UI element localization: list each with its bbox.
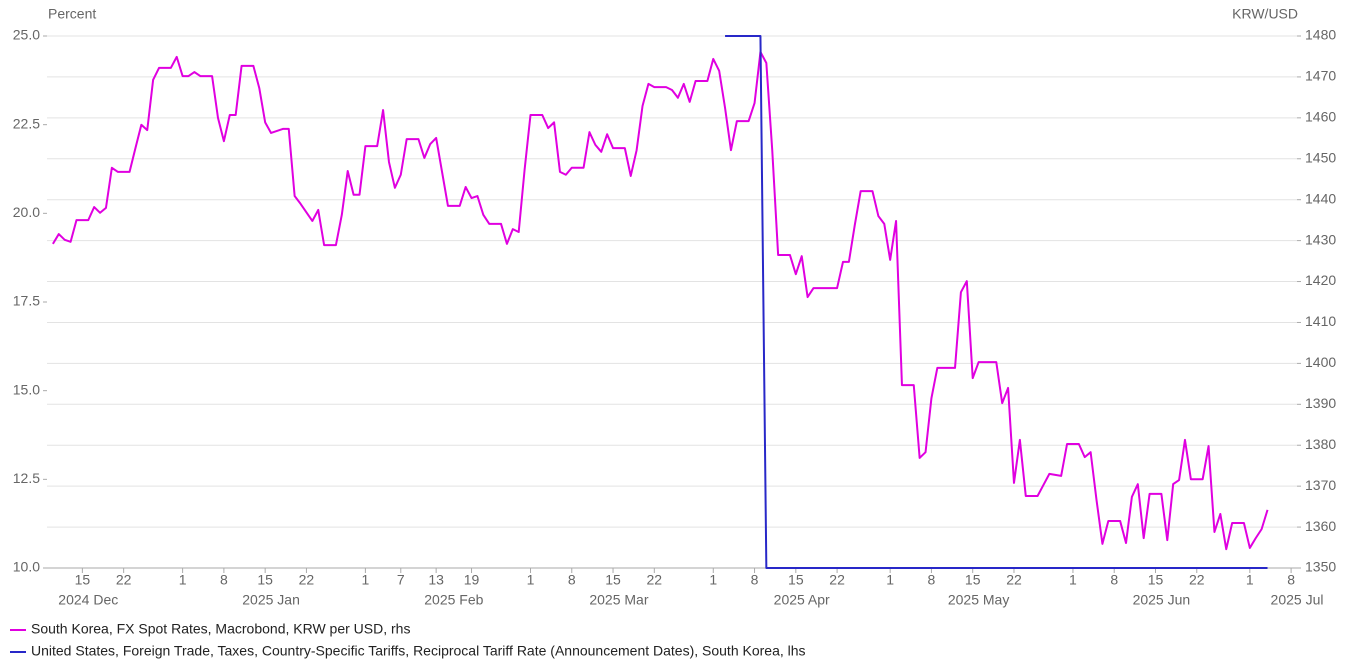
y2-tick-label: 1420 bbox=[1305, 272, 1336, 288]
y2-tick-label: 1470 bbox=[1305, 68, 1336, 84]
x-tick-label: 22 bbox=[1006, 572, 1022, 588]
x-tick-label: 15 bbox=[257, 572, 273, 588]
y2-tick-label: 1360 bbox=[1305, 518, 1336, 534]
x-tick-label: 8 bbox=[568, 572, 576, 588]
y2-tick-label: 1480 bbox=[1305, 27, 1336, 43]
y-tick-label: 10.0 bbox=[13, 559, 40, 575]
y-tick-label: 25.0 bbox=[13, 27, 40, 43]
x-tick-label: 22 bbox=[829, 572, 845, 588]
y2-axis-label: KRW/USD bbox=[1232, 6, 1298, 22]
y2-tick-label: 1390 bbox=[1305, 395, 1336, 411]
x-tick-label: 8 bbox=[928, 572, 936, 588]
series-line bbox=[725, 35, 1268, 569]
month-label: 2025 Jun bbox=[1133, 592, 1191, 608]
x-tick-label: 22 bbox=[116, 572, 132, 588]
month-label: 2025 Feb bbox=[424, 592, 483, 608]
y2-tick-label: 1370 bbox=[1305, 477, 1336, 493]
y-tick-label: 22.5 bbox=[13, 115, 40, 131]
x-tick-label: 19 bbox=[464, 572, 480, 588]
x-tick-label: 8 bbox=[220, 572, 228, 588]
y2-tick-label: 1430 bbox=[1305, 231, 1336, 247]
legend-label: United States, Foreign Trade, Taxes, Cou… bbox=[31, 643, 806, 659]
month-label: 2025 Jan bbox=[242, 592, 300, 608]
month-label: 2025 May bbox=[948, 592, 1009, 608]
y-tick-label: 15.0 bbox=[13, 381, 40, 397]
y2-tick-label: 1450 bbox=[1305, 149, 1336, 165]
x-tick-label: 15 bbox=[788, 572, 804, 588]
month-label: 2025 Mar bbox=[589, 592, 648, 608]
x-tick-label: 1 bbox=[886, 572, 894, 588]
x-tick-label: 8 bbox=[1287, 572, 1295, 588]
y2-tick-label: 1460 bbox=[1305, 109, 1336, 125]
legend-label: South Korea, FX Spot Rates, Macrobond, K… bbox=[31, 621, 410, 637]
x-tick-label: 22 bbox=[1189, 572, 1205, 588]
x-tick-label: 22 bbox=[299, 572, 315, 588]
y-tick-label: 17.5 bbox=[13, 293, 40, 309]
y2-tick-label: 1350 bbox=[1305, 559, 1336, 575]
x-tick-label: 1 bbox=[1069, 572, 1077, 588]
x-tick-label: 15 bbox=[965, 572, 981, 588]
y-tick-label: 12.5 bbox=[13, 470, 40, 486]
x-tick-label: 15 bbox=[1148, 572, 1164, 588]
y-tick-label: 20.0 bbox=[13, 204, 40, 220]
x-tick-label: 8 bbox=[1110, 572, 1118, 588]
y2-tick-label: 1440 bbox=[1305, 190, 1336, 206]
x-tick-label: 15 bbox=[605, 572, 621, 588]
y2-tick-label: 1380 bbox=[1305, 436, 1336, 452]
x-tick-label: 7 bbox=[397, 572, 405, 588]
x-tick-label: 1 bbox=[527, 572, 535, 588]
month-label: 2024 Dec bbox=[58, 592, 118, 608]
x-tick-label: 13 bbox=[428, 572, 444, 588]
x-tick-label: 1 bbox=[709, 572, 717, 588]
y-axis-label: Percent bbox=[48, 6, 96, 22]
x-tick-label: 1 bbox=[361, 572, 369, 588]
x-tick-label: 1 bbox=[179, 572, 187, 588]
x-tick-label: 8 bbox=[751, 572, 759, 588]
y2-tick-label: 1410 bbox=[1305, 313, 1336, 329]
month-label: 2025 Apr bbox=[774, 592, 830, 608]
x-tick-label: 1 bbox=[1246, 572, 1254, 588]
x-tick-label: 15 bbox=[75, 572, 91, 588]
x-tick-label: 22 bbox=[647, 572, 663, 588]
series-line bbox=[52, 50, 1269, 551]
y2-tick-label: 1400 bbox=[1305, 354, 1336, 370]
month-label: 2025 Jul bbox=[1271, 592, 1324, 608]
